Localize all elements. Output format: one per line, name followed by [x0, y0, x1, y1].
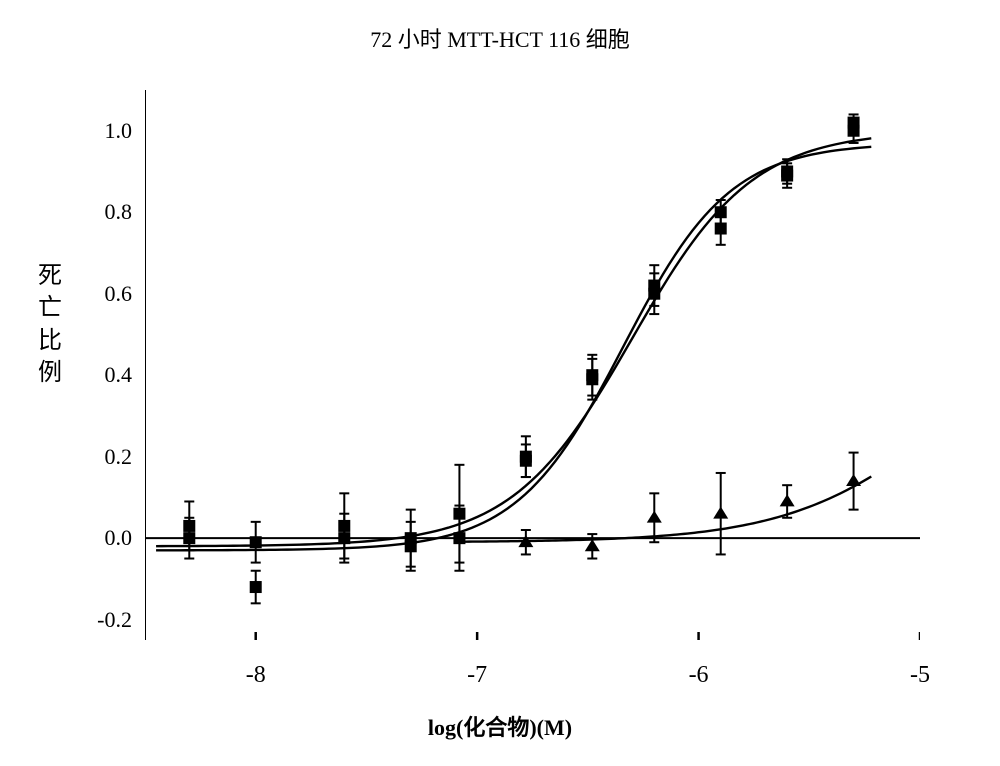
y-axis-label: 死 亡 比 例: [35, 260, 65, 390]
figure: 72 小时 MTT-HCT 116 细胞 死 亡 比 例 log(化合物)(M)…: [0, 0, 1000, 766]
x-axis-label: log(化合物)(M): [0, 710, 1000, 742]
ytick-label: 0.8: [105, 199, 133, 225]
ytick-label: 0.6: [105, 281, 133, 307]
chart-title: 72 小时 MTT-HCT 116 细胞: [0, 22, 1000, 54]
plot-svg: [145, 90, 920, 640]
xtick-label: -6: [689, 662, 709, 689]
xtick-label: -5: [910, 662, 930, 689]
xtick-label: -8: [246, 662, 266, 689]
xtick-label: -7: [467, 662, 487, 689]
ytick-label: 0.4: [105, 362, 133, 388]
ytick-label: 0.0: [105, 525, 133, 551]
plot-area: [145, 90, 920, 640]
ytick-label: 0.2: [105, 444, 133, 470]
ytick-label: 1.0: [105, 118, 133, 144]
ytick-label: -0.2: [97, 607, 132, 633]
